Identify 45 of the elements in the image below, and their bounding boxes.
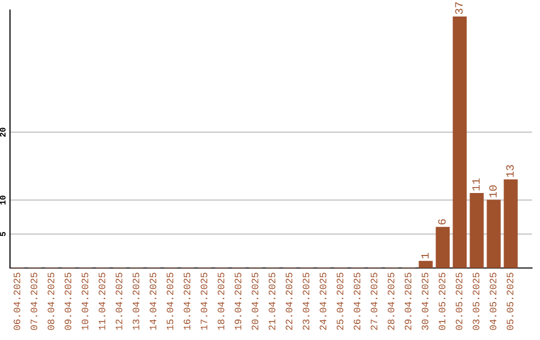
x-tick-label: 30.04.2025 [422, 272, 428, 330]
bar [486, 200, 501, 268]
x-tick-label: 17.04.2025 [200, 272, 208, 330]
x-tick-label: 06.04.2025 [14, 272, 20, 330]
x-tick-label: 29.04.2025 [404, 272, 412, 330]
bar [504, 179, 518, 268]
x-tick-label: 23.04.2025 [302, 272, 310, 330]
y-tick-label: 20 [0, 128, 6, 137]
bar [452, 16, 467, 268]
bar [470, 192, 484, 268]
x-tick-label: 01.05.2025 [438, 272, 446, 330]
x-tick-label: 07.04.2025 [30, 272, 38, 330]
x-tick-label: 13.04.2025 [132, 272, 140, 330]
y-tick-label: 10 [0, 196, 6, 205]
x-tick-label: 14.04.2025 [150, 272, 156, 330]
x-tick-label: 08.04.2025 [48, 272, 54, 330]
x-tick-label: 27.04.2025 [370, 272, 378, 330]
x-tick-label: 16.04.2025 [184, 272, 190, 330]
x-tick-label: 10.04.2025 [82, 272, 88, 330]
data-label: 10 [489, 185, 497, 198]
x-tick-label: 20.04.2025 [252, 272, 258, 330]
data-label: 11 [472, 178, 480, 190]
x-tick-label: 02.05.2025 [456, 272, 462, 330]
data-label: 6 [438, 219, 446, 224]
x-tick-label: 12.04.2025 [116, 272, 122, 330]
x-tick-label: 21.04.2025 [268, 272, 276, 330]
x-tick-label: 22.04.2025 [286, 272, 292, 330]
data-label: 13 [506, 165, 514, 177]
x-tick-label: 11.04.2025 [98, 272, 106, 330]
x-tick-label: 25.04.2025 [336, 272, 344, 330]
x-tick-label: 28.04.2025 [388, 272, 394, 330]
x-tick-label: 05.05.2025 [506, 272, 514, 330]
bar [436, 226, 450, 268]
data-label: 1 [421, 253, 429, 258]
x-tick-label: 19.04.2025 [234, 272, 242, 330]
x-tick-label: 04.05.2025 [490, 272, 496, 330]
x-tick-label: 03.05.2025 [472, 272, 480, 330]
bar [418, 260, 433, 268]
x-tick-label: 24.04.2025 [320, 272, 326, 330]
x-tick-label: 18.04.2025 [218, 272, 224, 330]
x-tick-label: 09.04.2025 [64, 272, 72, 330]
x-tick-label: 26.04.2025 [354, 272, 360, 330]
x-tick-label: 15.04.2025 [166, 272, 174, 330]
data-label: 37 [455, 2, 463, 14]
y-tick-label: 5 [0, 232, 6, 236]
